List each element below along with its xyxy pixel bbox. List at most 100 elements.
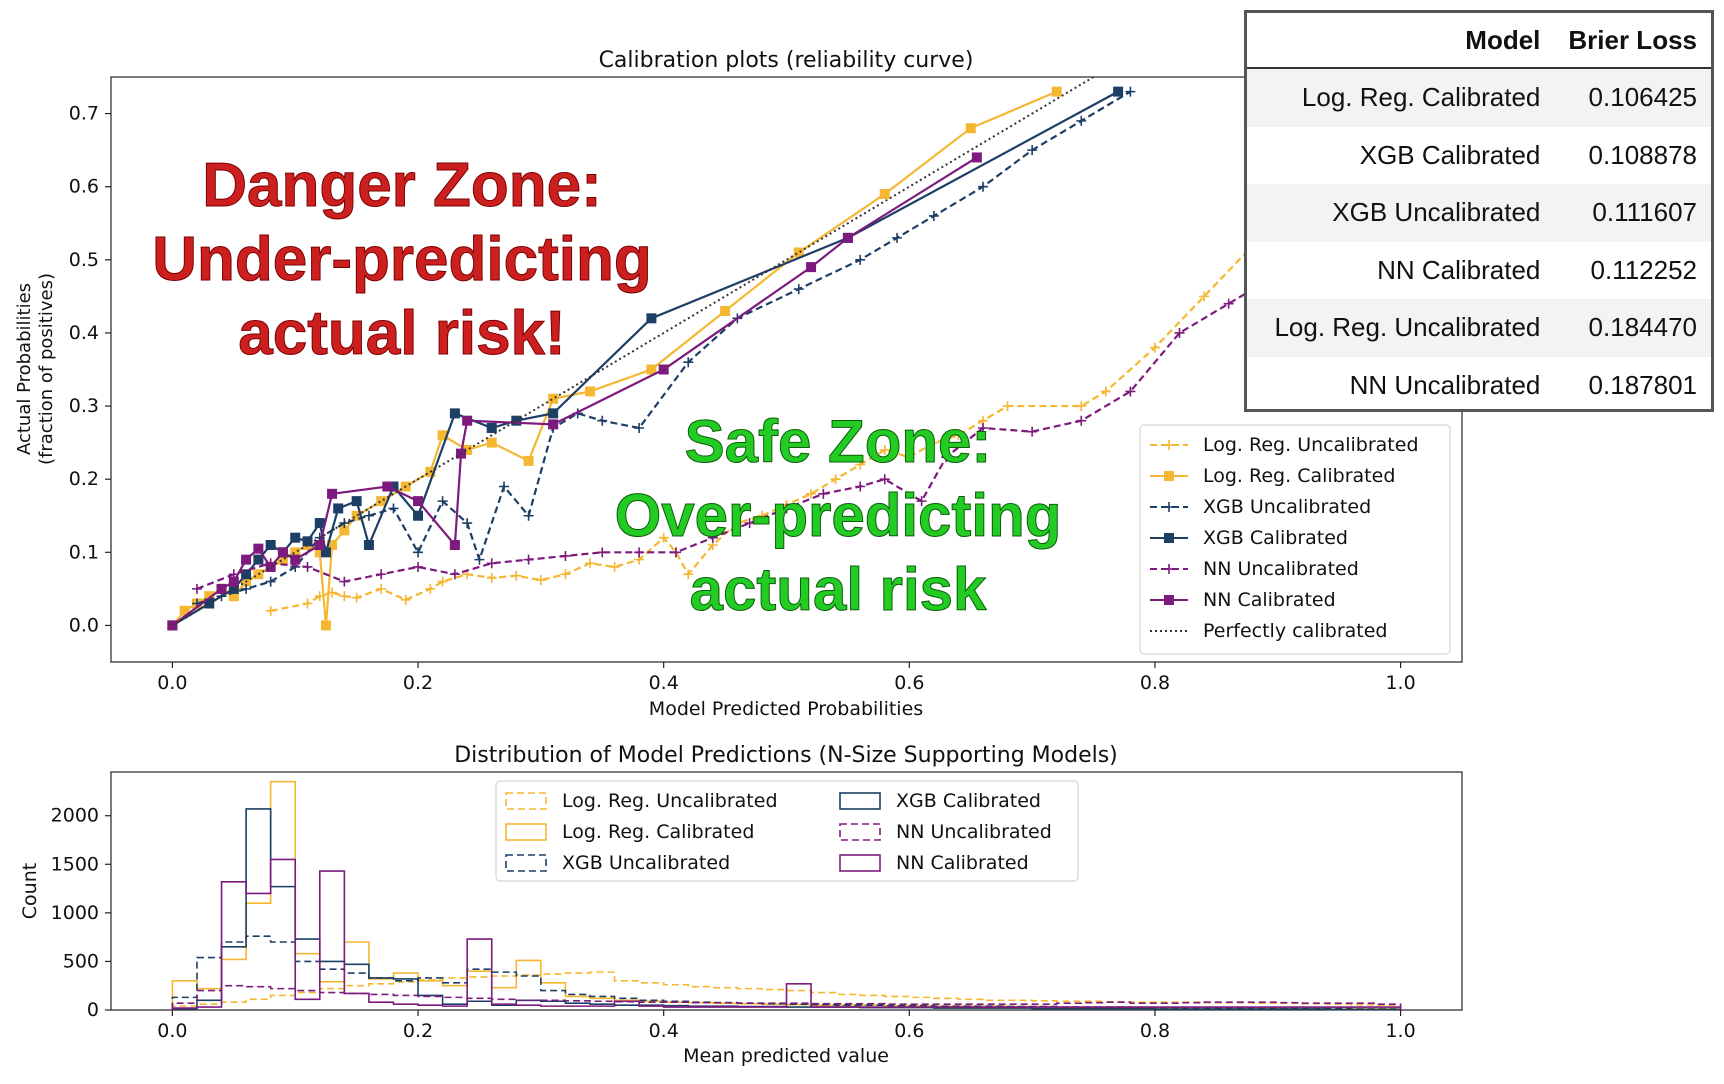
x-tick-label: 0.8 bbox=[1140, 1020, 1170, 1042]
data-point bbox=[683, 357, 694, 368]
data-point bbox=[241, 554, 252, 565]
data-point bbox=[241, 569, 252, 580]
data-point bbox=[339, 576, 350, 587]
data-point bbox=[179, 605, 190, 616]
calibration-xlabel: Model Predicted Probabilities bbox=[649, 698, 923, 720]
data-point bbox=[437, 496, 448, 507]
data-point bbox=[1027, 145, 1038, 156]
legend-marker bbox=[1164, 564, 1174, 574]
data-point bbox=[560, 550, 571, 561]
y-tick-label: 0.4 bbox=[69, 322, 99, 344]
data-point bbox=[523, 554, 534, 565]
data-point bbox=[781, 503, 792, 514]
data-point bbox=[253, 554, 264, 565]
data-point bbox=[670, 547, 681, 558]
safe-zone-line3: actual risk bbox=[690, 556, 987, 623]
safe-zone-annotation: Safe Zone: Over-predicting actual risk bbox=[614, 408, 1062, 624]
histogram-nn-calibrated bbox=[171, 858, 1402, 1010]
data-point bbox=[486, 423, 497, 433]
data-point bbox=[241, 583, 252, 594]
data-point bbox=[437, 576, 448, 587]
x-tick-label: 0.8 bbox=[1140, 672, 1170, 694]
distribution-title: Distribution of Model Predictions (N-Siz… bbox=[454, 743, 1118, 768]
data-point bbox=[658, 364, 669, 375]
y-tick-label: 1500 bbox=[51, 853, 99, 875]
legend-swatch bbox=[505, 854, 547, 872]
data-point bbox=[339, 591, 350, 602]
data-point bbox=[523, 510, 534, 521]
y-tick-label: 0 bbox=[87, 999, 99, 1021]
legend-swatch bbox=[839, 854, 881, 872]
brier-loss-cell: 0.108878 bbox=[1588, 139, 1697, 170]
x-tick-label: 0.6 bbox=[894, 672, 924, 694]
brier-loss-cell: 0.112252 bbox=[1590, 254, 1697, 285]
data-point bbox=[413, 561, 424, 572]
x-tick-label: 0.2 bbox=[403, 672, 433, 694]
data-point bbox=[732, 518, 743, 529]
y-tick-label: 0.5 bbox=[69, 249, 99, 271]
data-point bbox=[523, 455, 534, 466]
danger-zone-line1: Danger Zone: bbox=[202, 151, 602, 220]
data-point bbox=[609, 561, 620, 572]
legend-marker bbox=[1164, 533, 1174, 543]
data-point bbox=[204, 598, 215, 609]
histogram-nn-uncalibrated bbox=[171, 984, 1402, 1010]
danger-zone-annotation: Danger Zone: Under-predicting actual ris… bbox=[152, 151, 652, 369]
data-point bbox=[634, 423, 645, 433]
data-point bbox=[1002, 401, 1013, 412]
data-point bbox=[806, 262, 817, 273]
data-point bbox=[363, 540, 374, 550]
brier-model-cell: XGB Uncalibrated bbox=[1247, 184, 1555, 242]
brier-loss-cell: 0.184470 bbox=[1554, 299, 1711, 357]
brier-model-cell: Log. Reg. Calibrated bbox=[1247, 68, 1555, 127]
data-point bbox=[548, 393, 559, 404]
calibration-title: Calibration plots (reliability curve) bbox=[599, 48, 974, 73]
data-point bbox=[320, 547, 331, 558]
data-point bbox=[658, 532, 669, 543]
data-point bbox=[548, 419, 559, 430]
legend-label: Log. Reg. Calibrated bbox=[1203, 465, 1395, 487]
data-point bbox=[290, 532, 301, 543]
data-point bbox=[1174, 327, 1185, 338]
x-tick-label: 0.4 bbox=[649, 672, 679, 694]
legend-label: XGB Uncalibrated bbox=[1203, 496, 1371, 518]
data-point bbox=[646, 313, 657, 324]
brier-model-cell: NN Calibrated bbox=[1377, 254, 1541, 285]
data-point bbox=[376, 496, 387, 507]
x-tick-label: 0.2 bbox=[403, 1020, 433, 1042]
legend-label: Log. Reg. Uncalibrated bbox=[562, 790, 778, 812]
data-point bbox=[376, 569, 387, 580]
x-tick-label: 0.0 bbox=[157, 1020, 187, 1042]
calibration-series-group bbox=[167, 77, 1308, 631]
data-point bbox=[277, 554, 288, 565]
calibration-ylabel-line1: Actual Probabilities bbox=[14, 283, 35, 455]
data-point bbox=[683, 569, 694, 580]
legend-label: XGB Uncalibrated bbox=[562, 852, 730, 874]
x-tick-label: 1.0 bbox=[1385, 672, 1415, 694]
legend-label: NN Calibrated bbox=[1203, 589, 1336, 611]
y-tick-label: 0.6 bbox=[69, 176, 99, 198]
data-point bbox=[265, 561, 276, 572]
data-point bbox=[413, 496, 424, 507]
brier-model-cell: XGB Calibrated bbox=[1359, 139, 1541, 170]
brier-loss-table: Model Brier Loss Log. Reg. Calibrated 0.… bbox=[1247, 13, 1711, 414]
distribution-ylabel: Count bbox=[19, 863, 41, 919]
data-point bbox=[413, 547, 424, 558]
data-point bbox=[204, 591, 215, 602]
data-point bbox=[916, 496, 927, 507]
legend-box bbox=[495, 780, 1079, 882]
data-point bbox=[560, 569, 571, 580]
x-tick-label: 0.4 bbox=[649, 1020, 679, 1042]
data-point bbox=[486, 572, 497, 583]
legend-swatch bbox=[839, 792, 881, 810]
data-point bbox=[941, 452, 952, 463]
data-point bbox=[314, 540, 325, 550]
safe-zone-line2: Over-predicting bbox=[615, 482, 1062, 549]
data-point bbox=[449, 569, 460, 580]
data-point bbox=[634, 547, 645, 558]
data-point bbox=[388, 503, 399, 514]
data-point bbox=[928, 210, 939, 221]
data-point bbox=[265, 576, 276, 587]
distribution-chart: 0.0 0.2 0.4 0.6 0.8 1.0 0 500 1000 1500 2000 Distr… bbox=[19, 743, 1463, 1067]
data-point bbox=[806, 488, 817, 499]
